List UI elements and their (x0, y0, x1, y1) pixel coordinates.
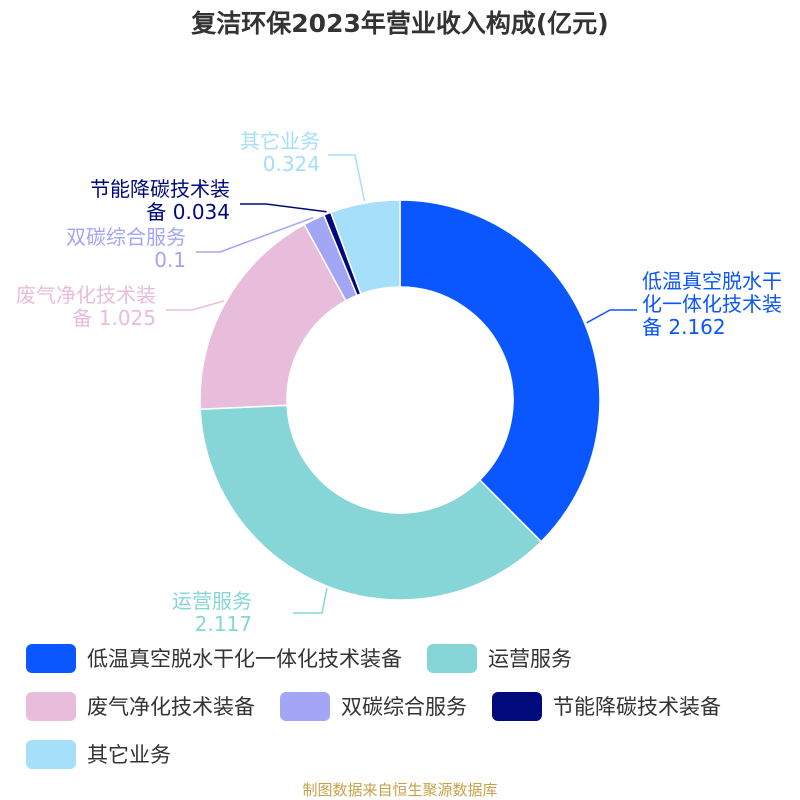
leader-line (166, 300, 225, 311)
legend-label: 低温真空脱水干化一体化技术装备 (87, 647, 402, 671)
donut-slices (199, 199, 601, 601)
legend-item[interactable]: 运营服务 (427, 634, 572, 682)
legend-label: 其它业务 (87, 743, 171, 767)
legend-swatch (492, 691, 542, 721)
slice-label: 双碳综合服务 0.1 (66, 225, 186, 272)
donut-slice (199, 404, 543, 601)
chart-title: 复洁环保2023年营业收入构成(亿元) (191, 9, 609, 38)
legend-item[interactable]: 节能降碳技术装备 (492, 682, 721, 730)
leader-line (586, 309, 637, 324)
leader-line (328, 154, 366, 202)
slice-labels: 低温真空脱水干化一体化技术装备 2.162 运营服务 2.117 废气净化技术装备 1… (16, 129, 782, 636)
legend-item[interactable]: 废气净化技术装备 (26, 682, 255, 730)
legend-label: 双碳综合服务 (341, 695, 467, 719)
leader-line (293, 588, 328, 614)
slice-label: 节能降碳技术装备 0.034 (90, 177, 230, 224)
slice-label: 低温真空脱水干化一体化技术装备 2.162 (642, 269, 782, 339)
legend-item[interactable]: 双碳综合服务 (280, 682, 467, 730)
slice-label: 运营服务 2.117 (172, 589, 252, 636)
legend: 低温真空脱水干化一体化技术装备 运营服务废气净化技术装备 双碳综合服务 节能降碳技术装… (26, 634, 800, 778)
legend-item[interactable]: 低温真空脱水干化一体化技术装备 (26, 634, 402, 682)
slice-label: 其它业务 0.324 (240, 129, 320, 176)
legend-swatch (280, 691, 330, 721)
source-note: 制图数据来自恒生聚源数据库 (302, 781, 498, 799)
leader-line (240, 203, 327, 213)
legend-label: 废气净化技术装备 (87, 695, 255, 719)
donut-slice (399, 199, 601, 543)
legend-swatch (427, 643, 477, 673)
donut-chart: 低温真空脱水干化一体化技术装备 2.162 运营服务 2.117 废气净化技术装备 1… (16, 129, 782, 636)
legend-swatch (26, 739, 76, 769)
slice-label: 废气净化技术装备 1.025 (16, 283, 156, 330)
label-leader-lines (166, 154, 637, 614)
donut-slice (329, 199, 401, 295)
legend-label: 运营服务 (488, 647, 572, 671)
legend-label: 节能降碳技术装备 (553, 695, 721, 719)
leader-line (196, 216, 314, 253)
legend-item[interactable]: 其它业务 (26, 730, 171, 778)
legend-swatch (26, 691, 76, 721)
legend-swatch (26, 643, 76, 673)
